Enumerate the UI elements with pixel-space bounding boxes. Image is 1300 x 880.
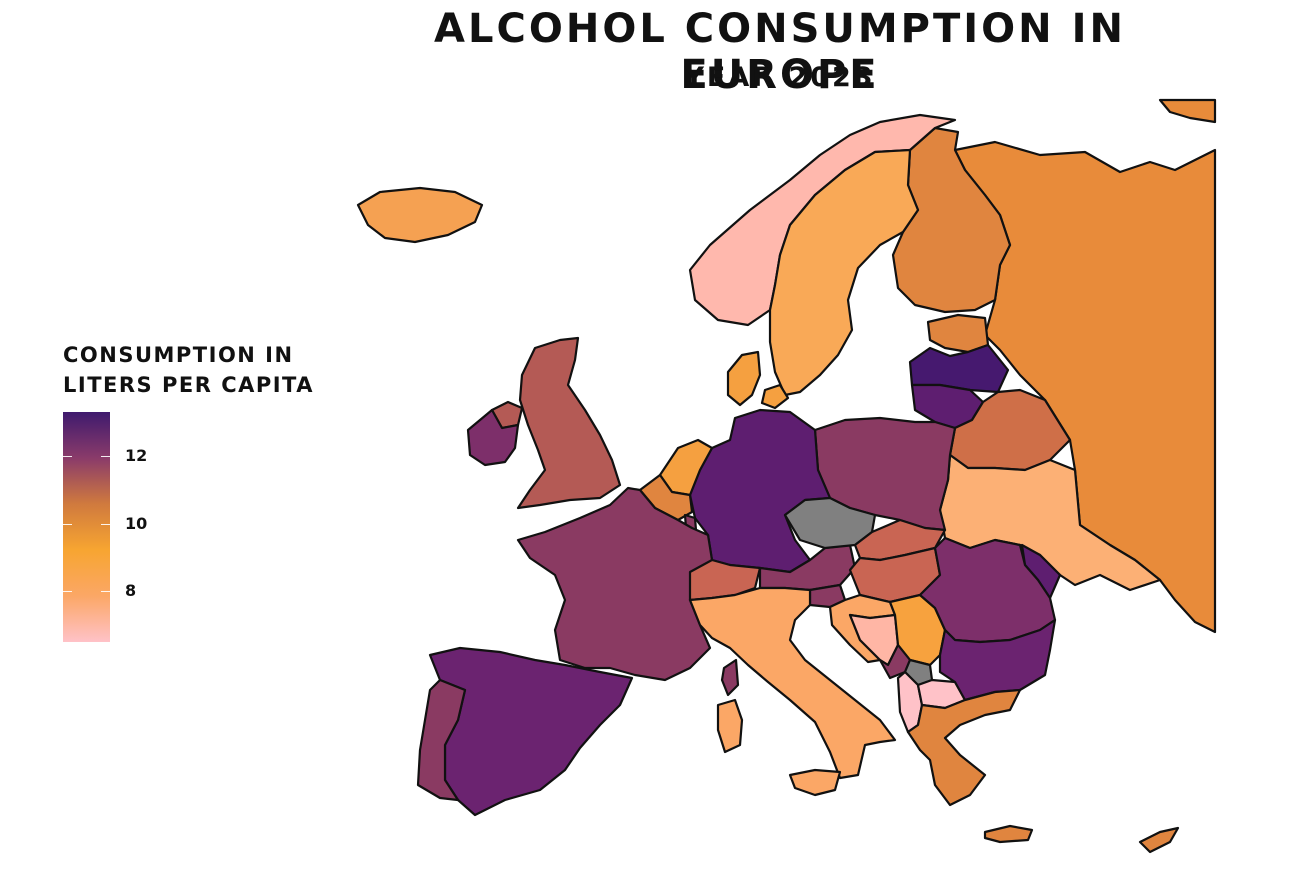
country-greece-crete [983,824,1034,844]
country-greece [906,688,1022,807]
country-russia-north [1158,98,1217,124]
country-czechia [783,496,877,550]
country-cyprus [1138,826,1180,854]
country-sweden [768,148,920,397]
legend-title-line2: liters per capita [63,373,315,397]
country-italy-sardinia [716,698,744,754]
legend: Consumption in liters per capita 12 10 8 [63,340,343,642]
country-denmark [726,350,762,407]
map-title: Alcohol consumption in Europe [434,6,1126,98]
legend-tick-label: 8 [125,581,137,601]
map-subtitle: Year 2023 [684,62,876,93]
country-portugal [416,678,467,802]
country-italy [688,586,897,780]
country-ireland [466,408,520,467]
country-estonia [926,313,990,354]
legend-title: Consumption in liters per capita [63,340,343,400]
country-italy-sicily [788,768,842,797]
legend-tick-label: 10 [125,513,148,533]
country-denmark-islands [760,383,790,410]
legend-tick-label: 12 [125,445,148,465]
country-iceland [356,186,484,244]
country-uk [516,336,622,510]
country-corsica [720,658,740,697]
country-spain [428,646,634,817]
legend-title-line1: Consumption in [63,343,294,367]
country-bulgaria [938,618,1057,702]
legend-color-bar [63,412,110,642]
